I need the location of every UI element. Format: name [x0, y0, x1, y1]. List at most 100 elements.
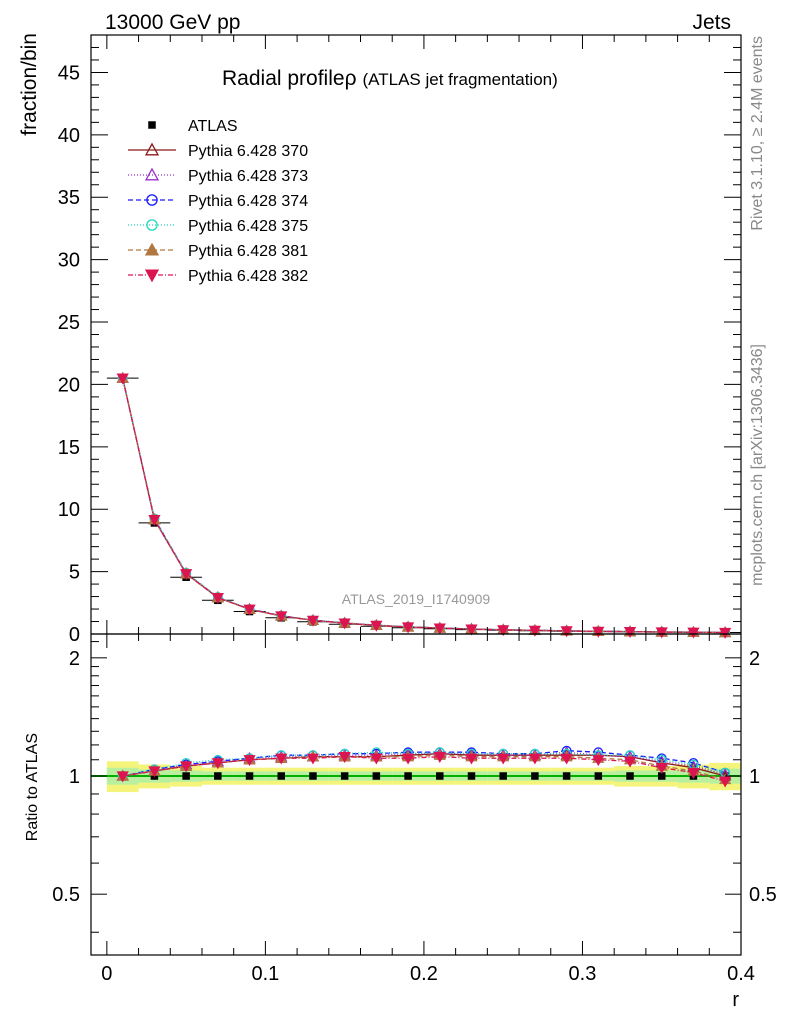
ratio-point-6	[592, 755, 605, 767]
ratio-point-6	[370, 753, 383, 765]
ratio-data-point	[404, 772, 412, 780]
ratio-tick-label-right: 1	[749, 766, 760, 788]
series-point-6	[401, 622, 415, 634]
ratio-data-point	[309, 772, 317, 780]
ratio-data-point	[562, 772, 571, 780]
series-point-6	[116, 373, 129, 385]
legend-marker-5	[144, 242, 160, 256]
series-point-6	[338, 618, 351, 630]
ratio-panel-frame	[90, 633, 742, 956]
ratio-data-point	[214, 772, 222, 780]
series-point-6	[433, 623, 446, 635]
series-point-6	[275, 611, 288, 623]
y-axis-label: fraction/bin	[18, 33, 41, 136]
ratio-point-6	[719, 776, 732, 788]
legend-marker-1	[144, 142, 160, 156]
legend-marker-4	[146, 219, 158, 231]
ratio-point-6	[687, 767, 700, 779]
ratio-data-point	[372, 772, 381, 780]
ratio-data-point	[467, 772, 476, 780]
y-tick-label: 5	[69, 562, 80, 584]
ratio-point-6	[623, 756, 637, 768]
legend-marker-3	[146, 194, 158, 206]
ratio-point-6	[275, 753, 288, 765]
series-point-6	[370, 620, 383, 632]
ratio-point-6	[116, 771, 129, 783]
y-tick-label: 30	[58, 250, 80, 272]
ratio-point-6	[497, 753, 510, 765]
ratio-data-point	[277, 772, 285, 780]
series-point-6	[592, 626, 605, 638]
ratio-point-6	[655, 763, 668, 775]
ratio-point-6	[148, 766, 161, 778]
series-point-6	[719, 627, 732, 639]
x-tick-label: 0.2	[410, 963, 438, 985]
ratio-point-6	[433, 752, 446, 764]
ratio-tick-label-right: 2	[749, 648, 760, 670]
ratio-point-6	[180, 761, 193, 773]
ratio-data-point	[626, 772, 634, 780]
y-tick-label: 25	[58, 312, 80, 334]
legend-marker-atlas	[148, 121, 156, 129]
ratio-data-point	[531, 772, 539, 780]
ratio-point-6	[401, 753, 415, 765]
ratio-data-point	[499, 772, 507, 780]
chart-title-main: Radial profileρ	[222, 67, 357, 90]
series-point-6	[243, 604, 256, 616]
ratio-y-axis-label: Ratio to ATLAS	[24, 733, 41, 841]
ratio-tick-label: 0.5	[52, 884, 80, 906]
ratio-tick-label: 1	[69, 766, 80, 788]
legend-marker-2	[144, 167, 160, 181]
watermark: ATLAS_2019_I1740909	[342, 591, 491, 607]
series-point-6	[465, 624, 478, 636]
ratio-data-point	[182, 772, 190, 780]
series-point-6	[560, 626, 573, 638]
y-tick-label: 35	[58, 187, 80, 209]
series-point-6	[180, 569, 193, 581]
rivet-label: Rivet 3.1.10, ≥ 2.4M events	[749, 36, 766, 231]
legend-label-6: Pythia 6.428 382	[188, 268, 308, 285]
y-tick-label: 20	[58, 374, 80, 396]
chart-title-sub: (ATLAS jet fragmentation)	[363, 70, 558, 89]
ratio-point-6	[465, 753, 478, 765]
legend-label-atlas: ATLAS	[188, 118, 238, 135]
x-tick-label: 0	[101, 963, 112, 985]
ratio-data-point	[436, 772, 444, 780]
ratio-data-point	[657, 772, 666, 780]
y-tick-label: 40	[58, 125, 80, 147]
ratio-point-6	[560, 753, 573, 765]
ratio-point-6	[243, 755, 256, 767]
mcplots-label: mcplots.cern.ch [arXiv:1306.3436]	[749, 344, 766, 586]
legend-label-3: Pythia 6.428 374	[188, 193, 308, 210]
legend-label-2: Pythia 6.428 373	[188, 168, 308, 185]
series-point-6	[655, 627, 668, 639]
ratio-data-point	[245, 772, 254, 780]
chart-title: Radial profileρ (ATLAS jet fragmentation)	[222, 67, 558, 90]
ratio-tick-label: 2	[69, 648, 80, 670]
legend-label-4: Pythia 6.428 375	[188, 218, 308, 235]
x-tick-label: 0.3	[569, 963, 597, 985]
ratio-data-point	[594, 772, 603, 780]
y-tick-label: 15	[58, 437, 80, 459]
y-tick-label: 45	[58, 62, 80, 84]
ratio-line-4	[122, 751, 726, 777]
x-tick-label: 0.4	[727, 963, 755, 985]
x-tick-label: 0.1	[251, 963, 279, 985]
legend-label-5: Pythia 6.428 381	[188, 243, 308, 260]
header-left: 13000 GeV pp	[105, 11, 240, 34]
legend-label-1: Pythia 6.428 370	[188, 143, 308, 160]
series-point-6	[497, 625, 510, 637]
series-point-6	[211, 592, 224, 604]
y-tick-label: 0	[69, 624, 80, 646]
header-right: Jets	[692, 11, 731, 34]
ratio-tick-label-right: 0.5	[749, 884, 777, 906]
ratio-point-6	[306, 753, 320, 765]
ratio-data-point	[340, 772, 349, 780]
ratio-line-6	[122, 756, 726, 782]
series-point-6	[148, 514, 161, 526]
series-point-6	[528, 625, 542, 637]
y-tick-label: 10	[58, 499, 80, 521]
series-point-6	[306, 615, 320, 627]
series-point-6	[687, 627, 700, 639]
